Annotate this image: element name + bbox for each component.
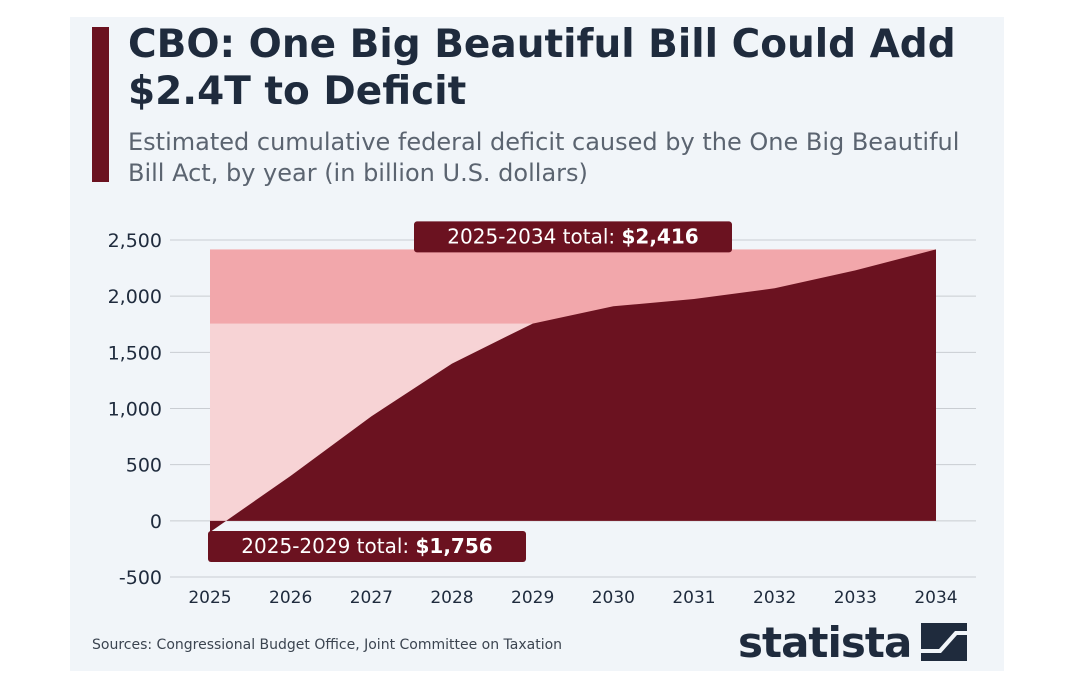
x-tick-label: 2025 <box>188 588 231 608</box>
area-series <box>210 249 936 533</box>
total-annotations: 2025-2034 total: $2,416 2025-2029 total: … <box>208 221 732 562</box>
chart-subtitle: Estimated cumulative federal deficit cau… <box>128 128 960 187</box>
x-tick-label: 2032 <box>753 588 796 608</box>
annotation-label-text: 2025-2029 total: <box>241 534 415 558</box>
x-tick-label: 2028 <box>430 588 473 608</box>
annotation-label: 2025-2034 total: $2,416 <box>447 224 698 248</box>
annotation-box <box>208 531 526 562</box>
y-tick-label: 1,500 <box>108 342 162 364</box>
chart-title: CBO: One Big Beautiful Bill Could Add $2… <box>128 22 956 114</box>
logo-wordmark: statista <box>738 617 912 667</box>
x-tick-label: 2034 <box>914 588 957 608</box>
statista-logo: statista <box>738 617 968 667</box>
total-annotation: 2025-2029 total: $1,756 <box>208 531 526 562</box>
x-tick-label: 2031 <box>672 588 715 608</box>
y-tick-label: 500 <box>126 455 162 477</box>
annotation-label: 2025-2029 total: $1,756 <box>241 534 492 558</box>
title-accent-bar <box>92 27 109 182</box>
y-axis-ticks: -500 0 500 1,000 1,500 2,000 2,500 <box>108 230 162 589</box>
total-annotation: 2025-2034 total: $2,416 <box>414 221 732 253</box>
x-tick-label: 2029 <box>511 588 554 608</box>
y-tick-label: -500 <box>119 567 162 589</box>
x-tick-label: 2026 <box>269 588 312 608</box>
y-tick-label: 0 <box>150 511 162 533</box>
x-tick-label: 2033 <box>834 588 877 608</box>
annotation-box <box>414 221 732 253</box>
annotation-value: $2,416 <box>622 224 699 248</box>
y-tick-label: 2,500 <box>108 230 162 252</box>
x-tick-label: 2030 <box>592 588 635 608</box>
source-note: Sources: Congressional Budget Office, Jo… <box>92 637 563 653</box>
chart-card: CBO: One Big Beautiful Bill Could Add $2… <box>70 17 1004 671</box>
y-tick-label: 1,000 <box>108 399 162 421</box>
annotation-value: $1,756 <box>416 534 493 558</box>
y-tick-label: 2,000 <box>108 286 162 308</box>
annotation-label-text: 2025-2034 total: <box>447 224 621 248</box>
area-series-fill <box>210 249 936 533</box>
statista-logo-icon <box>921 623 968 661</box>
x-tick-label: 2027 <box>350 588 393 608</box>
x-axis-ticks: 2025 2026 2027 2028 2029 2030 2031 2032 2033 2034 <box>188 588 957 608</box>
